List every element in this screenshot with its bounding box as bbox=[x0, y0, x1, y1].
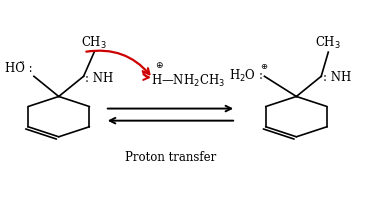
Text: Proton transfer: Proton transfer bbox=[125, 151, 216, 164]
Text: CH$_3$: CH$_3$ bbox=[81, 35, 107, 51]
Text: $\oplus$: $\oplus$ bbox=[155, 60, 164, 70]
Text: $\oplus$: $\oplus$ bbox=[260, 61, 269, 70]
Text: HÖ :: HÖ : bbox=[4, 62, 32, 75]
Text: H$_2$O :: H$_2$O : bbox=[229, 68, 263, 84]
Text: : NH: : NH bbox=[85, 72, 114, 84]
Text: : NH: : NH bbox=[323, 70, 351, 83]
Text: H—NH$_2$CH$_3$: H—NH$_2$CH$_3$ bbox=[151, 73, 225, 89]
Text: CH$_3$: CH$_3$ bbox=[315, 35, 341, 51]
